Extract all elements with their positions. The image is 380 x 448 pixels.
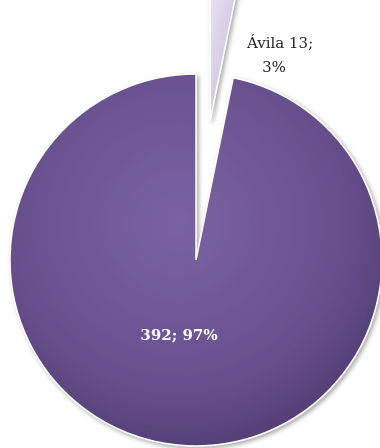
slice-label-avila-line2: 3%: [262, 58, 286, 76]
pie-slice-avila: [209, 0, 236, 121]
slice-label-avila-line1: Ávila 13;: [246, 34, 313, 52]
slice-label-main: 392; 97%: [140, 326, 217, 344]
pie-slice-main: [9, 73, 380, 447]
